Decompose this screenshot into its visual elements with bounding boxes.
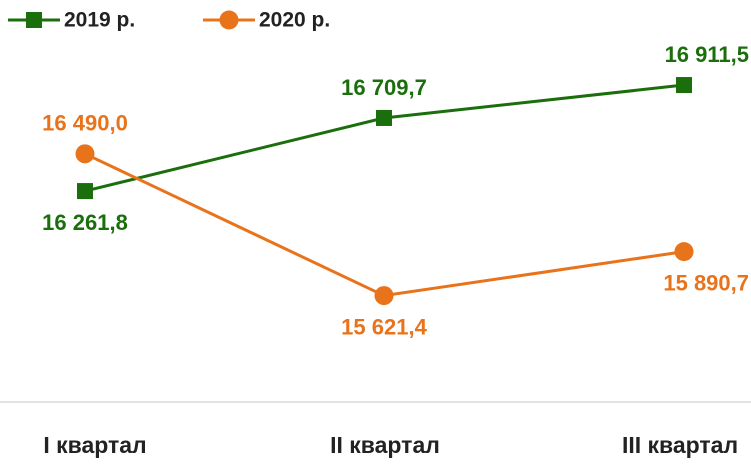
legend-label: 2019 р.: [64, 9, 135, 32]
data-label: 15 890,7: [663, 270, 749, 295]
data-label: 16 911,5: [665, 42, 749, 67]
series-line: [84, 83, 685, 193]
legend-marker: [26, 12, 42, 28]
marker: [374, 286, 394, 306]
x-tick-label: II квартал: [330, 432, 440, 458]
marker: [676, 77, 692, 94]
x-tick-label: III квартал: [622, 432, 738, 458]
series-line: [84, 152, 685, 298]
data-label: 16 261,8: [42, 210, 128, 235]
data-label: 16 490,0: [42, 111, 128, 136]
marker: [674, 242, 694, 262]
marker: [376, 109, 392, 126]
x-tick-label: I квартал: [43, 432, 146, 458]
marker: [75, 144, 95, 164]
data-label: 15 621,4: [341, 314, 427, 339]
data-label: 16 709,7: [341, 75, 427, 100]
marker: [77, 183, 93, 200]
legend-label: 2020 р.: [259, 9, 330, 32]
legend-marker: [219, 10, 239, 30]
